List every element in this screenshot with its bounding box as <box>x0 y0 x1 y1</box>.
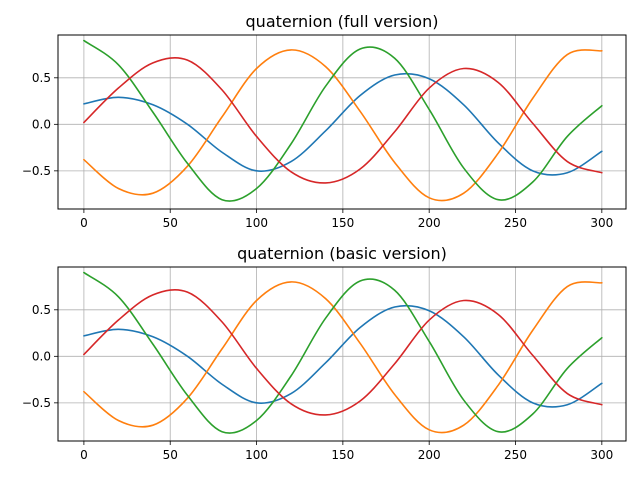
x-tick-label: 100 <box>245 216 268 230</box>
series-line-2 <box>83 271 603 434</box>
subplot-basic-version: quaternion (basic version) 0 50 100 150 200 2… <box>22 244 627 462</box>
x-tick-label: 250 <box>504 216 527 230</box>
x-tick-label: 50 <box>163 216 178 230</box>
x-tick-label: 50 <box>163 448 178 462</box>
y-tick-label: 0.5 <box>32 71 51 85</box>
axes-frame <box>57 34 627 210</box>
y-tick-label: 0.0 <box>32 117 51 131</box>
series-line-3 <box>83 57 603 184</box>
subplot-title: quaternion (full version) <box>246 12 439 31</box>
y-tick-label: −0.5 <box>22 396 51 410</box>
x-tick-label: 0 <box>80 448 88 462</box>
axes-frame <box>57 266 627 442</box>
x-tick-label: 0 <box>80 216 88 230</box>
x-tick-label: 300 <box>590 216 613 230</box>
x-tick-label: 100 <box>245 448 268 462</box>
x-tick-label: 200 <box>418 216 441 230</box>
series-line-3 <box>83 289 603 416</box>
axis-ticks: 0 50 100 150 200 250 300 −0.5 0.0 0.5 <box>22 303 613 462</box>
x-tick-label: 150 <box>331 448 354 462</box>
y-tick-label: 0.0 <box>32 349 51 363</box>
x-tick-label: 150 <box>331 216 354 230</box>
subplot-full-version: quaternion (full version) 0 50 100 150 200 25… <box>22 12 627 230</box>
subplot-title: quaternion (basic version) <box>237 244 447 263</box>
grid-lines <box>58 267 626 441</box>
series-line-2 <box>83 39 603 202</box>
series-line-0 <box>83 72 603 176</box>
series-line-1 <box>83 49 603 202</box>
axis-ticks: 0 50 100 150 200 250 300 −0.5 0.0 0.5 <box>22 71 613 230</box>
series-group <box>83 39 603 202</box>
y-tick-label: 0.5 <box>32 303 51 317</box>
series-group <box>83 271 603 434</box>
x-tick-label: 200 <box>418 448 441 462</box>
series-line-0 <box>83 304 603 408</box>
x-tick-label: 300 <box>590 448 613 462</box>
y-tick-label: −0.5 <box>22 164 51 178</box>
grid-lines <box>58 35 626 209</box>
x-tick-label: 250 <box>504 448 527 462</box>
series-line-1 <box>83 281 603 434</box>
